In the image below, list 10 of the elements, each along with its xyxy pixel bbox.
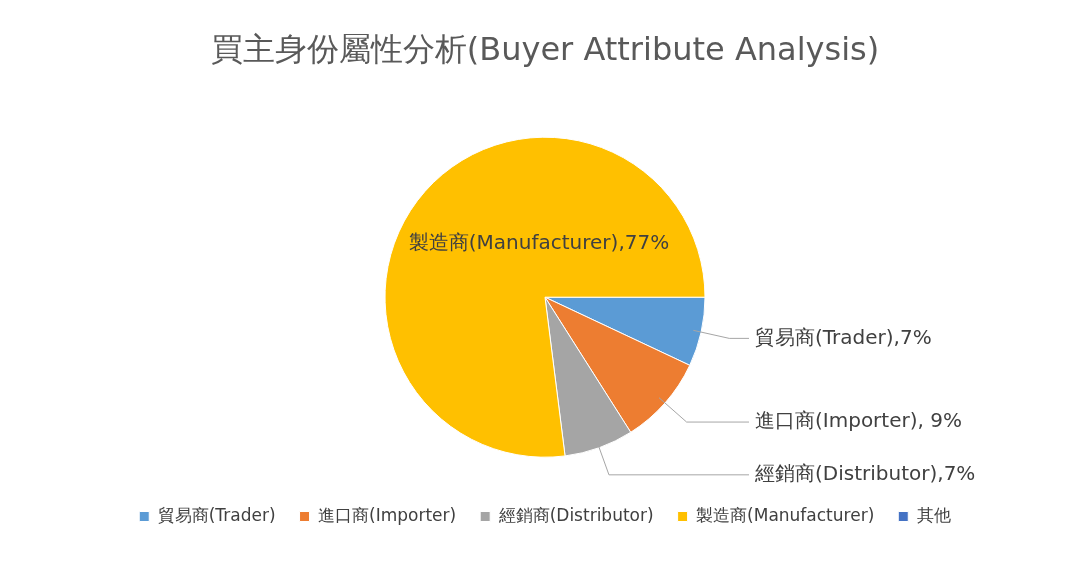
data-label: 經銷商(Distributor),7% (754, 461, 976, 486)
data-label: 貿易商(Trader),7% (755, 324, 932, 349)
legend-label: 製造商(Manufacturer) (696, 504, 875, 525)
data-label: 製造商(Manufacturer),77% (408, 230, 670, 255)
data-label: 進口商(Importer), 9% (755, 408, 962, 433)
legend-label: 其他 (916, 504, 951, 525)
legend-label: 貿易商(Trader) (157, 504, 276, 525)
legend-label: 進口商(Importer) (318, 504, 457, 525)
chart-title: 買主身份屬性分析(Buyer Attribute Analysis) (210, 29, 880, 68)
legend-label: 經銷商(Distributor) (497, 504, 654, 525)
